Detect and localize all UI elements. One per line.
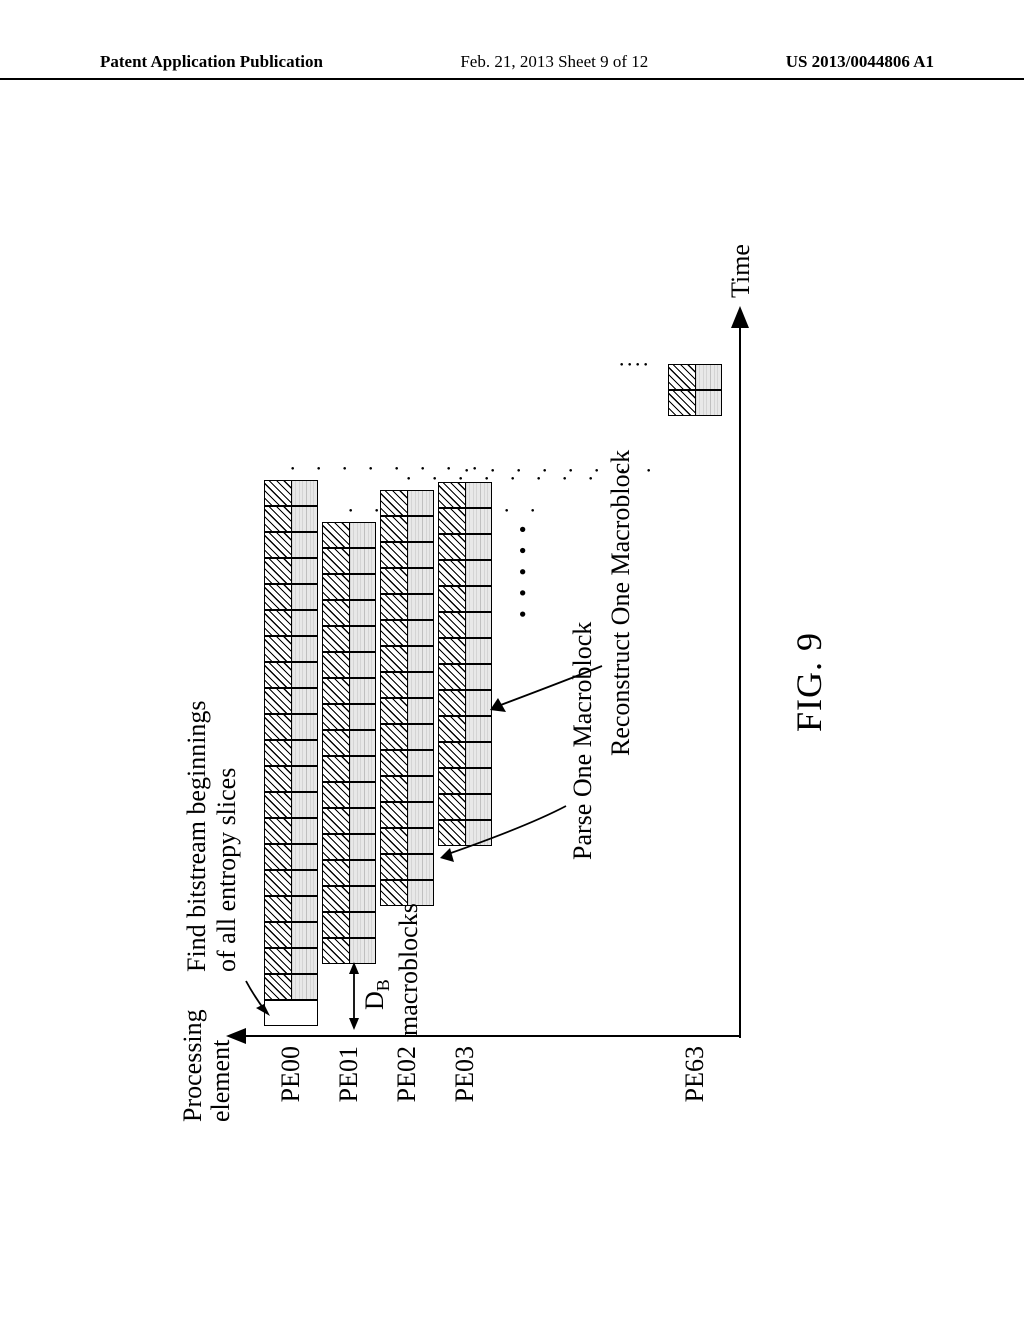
anno-db-d: D <box>360 991 389 1010</box>
x-axis-label: Time <box>726 244 756 298</box>
patent-header: Patent Application Publication Feb. 21, … <box>0 52 1024 80</box>
callouts-svg <box>148 176 888 1136</box>
chart-layer: Processing element PE00 PE01 PE02 PE03 P… <box>148 176 888 1136</box>
anno-db: DB <box>360 979 394 1010</box>
header-right: US 2013/0044806 A1 <box>786 52 934 72</box>
figure-inner: Processing element PE00 PE01 PE02 PE03 P… <box>148 176 888 1136</box>
anno-find-2: of all entropy slices <box>212 768 242 972</box>
header-left: Patent Application Publication <box>100 52 323 72</box>
figure-caption: FIG. 9 <box>788 632 830 732</box>
figure-rotated-container: Processing element PE00 PE01 PE02 PE03 P… <box>38 286 998 1026</box>
header-center: Feb. 21, 2013 Sheet 9 of 12 <box>460 52 648 72</box>
anno-recon: Reconstruct One Macroblock <box>606 450 636 756</box>
anno-find-1: Find bitstream beginnings <box>182 700 212 972</box>
anno-parse: Parse One Macroblock <box>568 622 598 860</box>
anno-macroblocks: macroblocks <box>394 903 424 1036</box>
anno-db-b: B <box>373 979 393 991</box>
